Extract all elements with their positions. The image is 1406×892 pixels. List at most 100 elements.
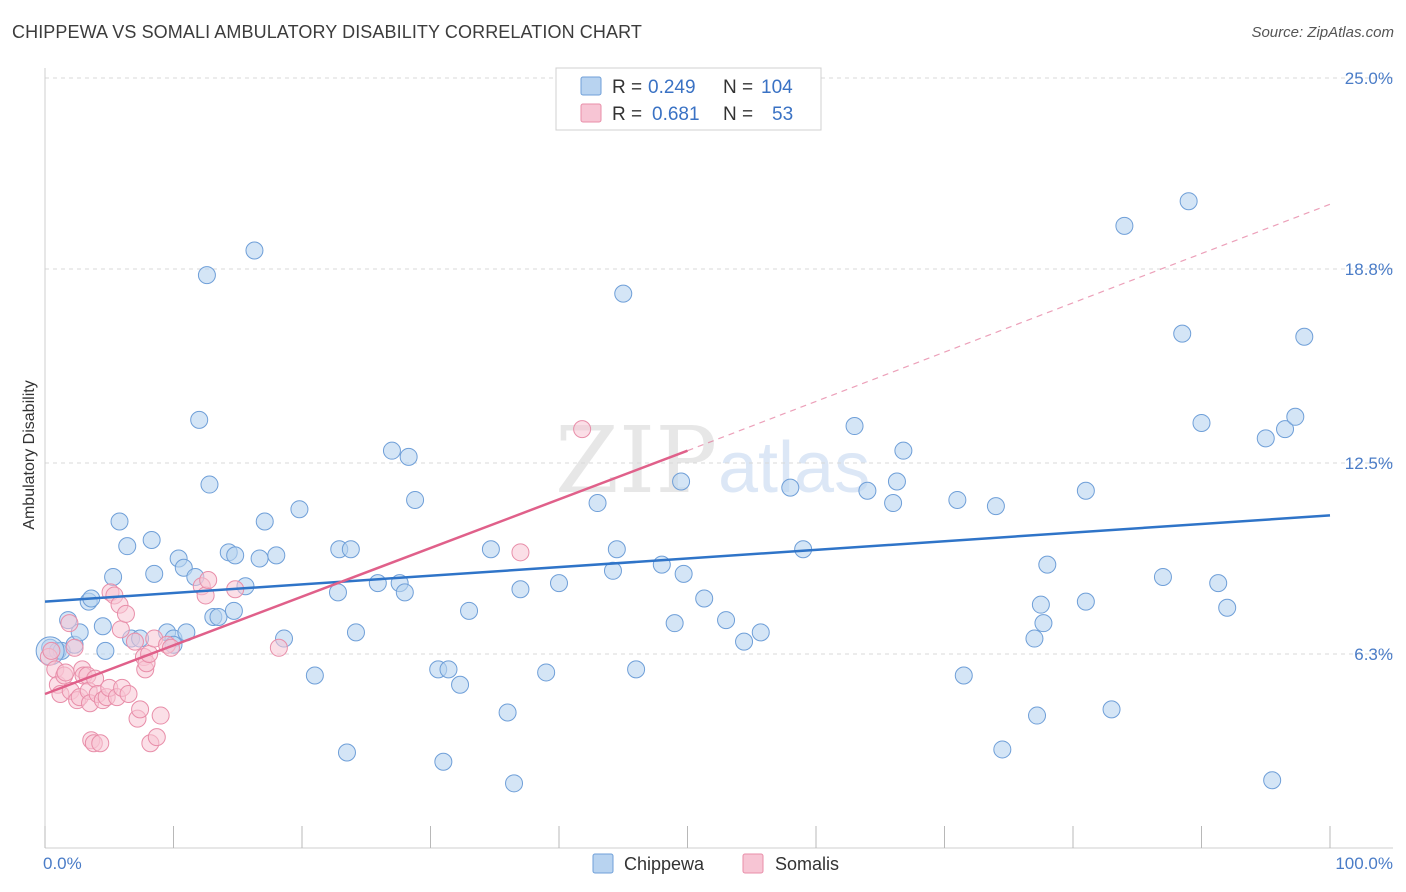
chippewa-point-36 xyxy=(267,546,286,565)
legend-n-value-chippewa: 104 xyxy=(761,77,793,98)
chippewa-point-87 xyxy=(1028,706,1047,725)
chippewa-point-105 xyxy=(1295,327,1314,346)
chippewa-point-39 xyxy=(305,666,324,685)
chippewa-point-53 xyxy=(434,752,453,771)
somali-point-51 xyxy=(511,543,530,562)
chippewa-point-52 xyxy=(439,660,458,679)
watermark: ZIP atlas xyxy=(555,407,870,514)
somali-point-1 xyxy=(42,641,61,660)
chippewa-point-74 xyxy=(751,623,770,642)
somali-point-50 xyxy=(269,638,288,657)
chippewa-point-11 xyxy=(110,512,129,531)
axes xyxy=(44,68,1393,849)
chippewa-point-34 xyxy=(250,549,269,568)
y-tick-labels: 6.3% 12.5% 18.8% 25.0% xyxy=(1345,69,1393,664)
chippewa-point-68 xyxy=(665,614,684,633)
chippewa-point-104 xyxy=(1286,407,1305,426)
chippewa-point-49 xyxy=(399,447,418,466)
somali-point-29 xyxy=(111,620,130,639)
chippewa-point-57 xyxy=(498,703,517,722)
somali-point-43 xyxy=(151,706,170,725)
chippewa-point-10 xyxy=(104,567,123,586)
chippewa-point-25 xyxy=(197,266,216,285)
legend-n-label-somalis: N = xyxy=(723,104,753,125)
somali-point-35 xyxy=(131,700,150,719)
chippewa-point-86 xyxy=(1025,629,1044,648)
y-axis-label: Ambulatory Disability xyxy=(21,380,38,529)
somali-point-33 xyxy=(125,632,144,651)
y-tick-label-3: 25.0% xyxy=(1345,69,1393,88)
chippewa-point-103 xyxy=(1276,420,1295,439)
chippewa-point-31 xyxy=(226,546,245,565)
chippewa-point-65 xyxy=(614,284,633,303)
somali-point-32 xyxy=(119,685,138,703)
chippewa-point-35 xyxy=(255,512,274,531)
legend-r-label-chippewa: R = xyxy=(612,77,642,98)
chippewa-point-8 xyxy=(93,617,112,636)
chippewa-point-48 xyxy=(395,583,414,602)
chippewa-point-54 xyxy=(451,675,470,694)
chippewa-point-102 xyxy=(1263,771,1282,790)
chippewa-point-15 xyxy=(142,531,161,549)
chippewa-point-71 xyxy=(695,589,714,608)
chippewa-point-69 xyxy=(672,472,691,491)
chippewa-point-75 xyxy=(781,478,800,497)
chippewa-point-101 xyxy=(1256,429,1275,448)
chart-title: CHIPPEWA VS SOMALI AMBULATORY DISABILITY… xyxy=(12,22,642,42)
y-tick-label-0: 6.3% xyxy=(1354,645,1393,664)
bottom-legend-label-somalis[interactable]: Somalis xyxy=(775,854,839,874)
chippewa-point-33 xyxy=(245,241,264,260)
trend-lines xyxy=(44,203,1331,696)
somali-point-48 xyxy=(199,571,218,590)
chippewa-point-88 xyxy=(1031,595,1050,614)
chippewa-point-70 xyxy=(674,564,693,583)
chippewa-point-12 xyxy=(118,537,137,556)
bottom-legend-swatch-somalis[interactable] xyxy=(742,853,764,874)
chippewa-point-73 xyxy=(735,632,754,651)
trendline-somalis-extension xyxy=(687,203,1331,452)
chippewa-point-55 xyxy=(460,601,479,620)
legend-n-label-chippewa: N = xyxy=(723,77,753,98)
chippewa-point-43 xyxy=(337,743,356,762)
chippewa-point-44 xyxy=(346,623,365,642)
x-ticks xyxy=(44,826,1331,848)
chippewa-point-59 xyxy=(505,774,524,793)
chippewa-point-79 xyxy=(884,494,903,513)
y-tick-label-1: 12.5% xyxy=(1345,454,1393,473)
chippewa-point-77 xyxy=(845,417,864,436)
chippewa-point-66 xyxy=(627,660,646,679)
chippewa-point-93 xyxy=(1102,700,1121,719)
chippewa-point-50 xyxy=(406,490,425,509)
chippewa-point-46 xyxy=(382,441,401,460)
chippewa-point-80 xyxy=(887,472,906,491)
chippewa-point-89 xyxy=(1034,614,1053,633)
chippewa-point-9 xyxy=(96,641,115,660)
y-tick-label-2: 18.8% xyxy=(1345,260,1393,279)
chippewa-point-96 xyxy=(1173,324,1192,343)
chippewa-point-90 xyxy=(1038,555,1057,574)
chippewa-point-26 xyxy=(200,475,219,494)
chippewa-point-81 xyxy=(894,441,913,460)
chippewa-point-83 xyxy=(954,666,973,685)
legend-r-label-somalis: R = xyxy=(612,104,642,125)
chippewa-point-85 xyxy=(993,740,1012,759)
watermark-atlas: atlas xyxy=(718,428,870,508)
legend-r-value-somalis: 0.681 xyxy=(652,104,700,125)
bottom-legend-label-chippewa[interactable]: Chippewa xyxy=(624,854,705,874)
chippewa-point-100 xyxy=(1218,598,1237,617)
x-tick-label-0: 0.0% xyxy=(43,854,82,873)
somali-point-52 xyxy=(573,420,592,439)
chippewa-point-78 xyxy=(858,481,877,500)
somali-point-31 xyxy=(116,604,135,623)
chippewa-point-91 xyxy=(1076,481,1095,500)
chippewa-point-61 xyxy=(550,574,568,593)
chippewa-point-16 xyxy=(145,564,164,583)
bottom-legend-swatch-chippewa[interactable] xyxy=(592,853,614,874)
chippewa-point-98 xyxy=(1192,413,1211,432)
legend-swatch-chippewa xyxy=(580,76,602,96)
chippewa-point-24 xyxy=(190,410,209,429)
legend: R = 0.249 N = 104 R = 0.681 N = 53 xyxy=(555,67,822,131)
chippewa-point-92 xyxy=(1076,592,1095,611)
somali-point-6 xyxy=(56,663,75,682)
chippewa-point-97 xyxy=(1179,192,1198,211)
